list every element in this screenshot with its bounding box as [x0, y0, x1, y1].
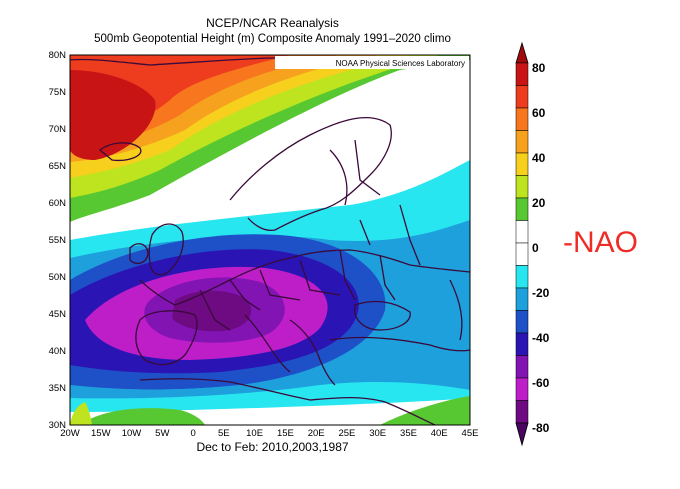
colorbar-label: 80 — [532, 61, 546, 75]
lat-axis: 80N 75N 70N 65N 60N 55N 50N 45N 40N 35N … — [49, 50, 67, 431]
lat-label: 45N — [49, 309, 67, 320]
lon-label: 30E — [369, 428, 386, 439]
colorbar-segment — [515, 377, 529, 401]
colorbar-label: -60 — [532, 376, 550, 390]
lat-label: 30N — [49, 420, 67, 431]
colorbar-label: 20 — [532, 196, 546, 210]
lat-label: 65N — [49, 161, 67, 172]
lat-label: 60N — [49, 198, 67, 209]
lon-label: 5W — [155, 428, 169, 439]
lon-label: 10E — [246, 428, 263, 439]
colorbar-segment — [515, 400, 529, 424]
coastlines — [70, 57, 470, 425]
colorbar-top-arrow — [515, 41, 529, 64]
credit-text: NOAA Physical Sciences Laboratory — [336, 59, 465, 68]
map-title: NCEP/NCAR Reanalysis — [206, 16, 339, 30]
colorbar-segment — [515, 85, 529, 109]
lon-label: 45E — [462, 428, 479, 439]
lon-label: 35E — [400, 428, 417, 439]
colorbar-segment — [515, 332, 529, 356]
map-subtitle: 500mb Geopotential Height (m) Composite … — [94, 33, 451, 45]
lat-label: 70N — [49, 124, 67, 135]
map-footer: Dec to Feb: 2010,2003,1987 — [196, 440, 349, 454]
lon-label: 15E — [277, 428, 294, 439]
credit-box — [275, 56, 469, 69]
colorbar-label: 0 — [532, 241, 539, 255]
colorbar-segment — [515, 220, 529, 244]
lat-label: 35N — [49, 383, 67, 394]
lat-label: 50N — [49, 272, 67, 283]
colorbar-segment — [515, 130, 529, 154]
lat-label: 40N — [49, 346, 67, 357]
anomaly-field — [70, 55, 470, 425]
colorbar: 80 60 40 20 0 -20 -40 -60 -80 — [515, 41, 550, 447]
colorbar-segment — [515, 152, 529, 176]
lon-label: 5E — [218, 428, 230, 439]
map-frame — [69, 54, 471, 426]
colorbar-segment — [515, 107, 529, 131]
colorbar-segment — [515, 355, 529, 379]
colorbar-segment — [515, 197, 529, 221]
colorbar-segment — [515, 265, 529, 289]
colorbar-label: -20 — [532, 286, 550, 300]
lat-label: 75N — [49, 87, 67, 98]
lon-label: 20W — [60, 428, 80, 439]
colorbar-segment — [515, 242, 529, 266]
lon-label: 0 — [190, 428, 195, 439]
lat-label: 80N — [49, 50, 67, 61]
lat-label: 55N — [49, 235, 67, 246]
colorbar-label: 40 — [532, 151, 546, 165]
colorbar-bottom-arrow — [515, 422, 529, 447]
colorbar-segment — [515, 62, 529, 86]
lon-label: 20E — [308, 428, 325, 439]
lon-label: 40E — [431, 428, 448, 439]
nao-annotation: -NAO — [563, 226, 638, 259]
colorbar-label: -80 — [532, 421, 550, 435]
lon-axis: 20W 15W 10W 5W 0 5E 10E 15E 20E 25E 30E … — [60, 428, 478, 439]
lon-label: 25E — [338, 428, 355, 439]
colorbar-segment — [515, 310, 529, 334]
colorbar-segment — [515, 175, 529, 199]
colorbar-label: -40 — [532, 331, 550, 345]
lon-label: 15W — [91, 428, 111, 439]
lon-label: 10W — [122, 428, 142, 439]
colorbar-label: 60 — [532, 106, 546, 120]
colorbar-segment — [515, 287, 529, 311]
